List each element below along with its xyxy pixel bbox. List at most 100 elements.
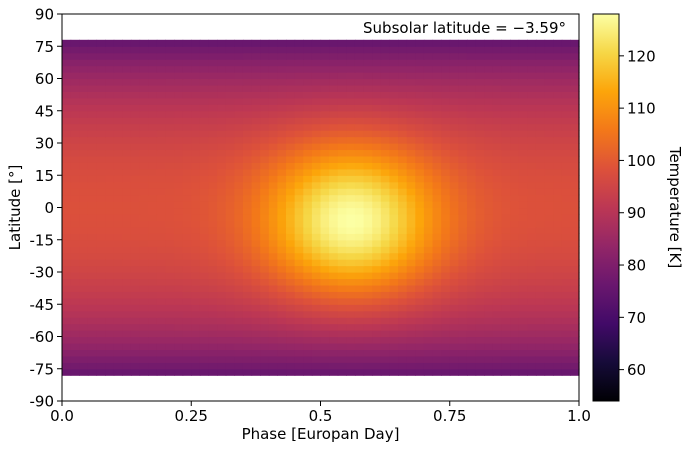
- heatmap-cell: [260, 265, 270, 273]
- heatmap-cell: [191, 336, 201, 344]
- heatmap-cell: [535, 155, 546, 163]
- heatmap-cell: [570, 149, 580, 157]
- heatmap-cell: [268, 84, 279, 92]
- heatmap-cell: [260, 233, 270, 241]
- heatmap-cell: [570, 278, 580, 286]
- heatmap-cell: [501, 213, 511, 221]
- heatmap-cell: [389, 110, 399, 118]
- heatmap-cell: [130, 110, 141, 118]
- heatmap-cell: [148, 162, 158, 170]
- heatmap-cell: [518, 349, 528, 357]
- heatmap-cell: [518, 213, 528, 221]
- heatmap-cell: [466, 259, 477, 267]
- heatmap-cell: [225, 84, 235, 92]
- heatmap-cell: [96, 104, 106, 112]
- heatmap-cell: [329, 65, 339, 73]
- heatmap-cell: [156, 284, 166, 292]
- heatmap-cell: [122, 78, 132, 86]
- colorbar-frame: [592, 13, 620, 402]
- heatmap-cell: [286, 317, 296, 325]
- heatmap-cell: [398, 110, 408, 118]
- heatmap-cell: [398, 342, 408, 350]
- heatmap-cell: [501, 368, 511, 376]
- heatmap-cell: [148, 272, 158, 280]
- heatmap-cell: [242, 207, 253, 215]
- heatmap-cell: [510, 143, 520, 151]
- heatmap-cell: [139, 265, 149, 273]
- heatmap-cell: [277, 97, 287, 105]
- heatmap-cell: [303, 123, 313, 131]
- heatmap-cell: [484, 110, 494, 118]
- heatmap-cell: [208, 59, 218, 67]
- heatmap-cell: [372, 181, 382, 189]
- heatmap-cell: [337, 310, 347, 318]
- heatmap-cell: [561, 272, 571, 280]
- heatmap-cell: [423, 272, 434, 280]
- heatmap-cell: [70, 349, 80, 357]
- heatmap-cell: [449, 252, 459, 260]
- heatmap-cell: [182, 336, 192, 344]
- heatmap-cell: [79, 123, 89, 131]
- heatmap-cell: [165, 355, 175, 363]
- heatmap-cell: [389, 220, 399, 228]
- heatmap-cell: [329, 194, 339, 202]
- heatmap-cell: [303, 201, 313, 209]
- heatmap-cell: [406, 130, 416, 138]
- heatmap-cell: [260, 246, 270, 254]
- heatmap-cell: [466, 175, 477, 183]
- heatmap-cell: [320, 226, 330, 234]
- heatmap-cell: [561, 310, 571, 318]
- heatmap-cell: [354, 220, 365, 228]
- heatmap-cell: [570, 368, 580, 376]
- heatmap-cell: [113, 304, 123, 312]
- heatmap-cell: [372, 136, 382, 144]
- y-tick-label: 0: [44, 199, 54, 217]
- heatmap-cell: [329, 84, 339, 92]
- heatmap-cell: [208, 72, 218, 80]
- heatmap-cell: [286, 330, 296, 338]
- heatmap-cell: [535, 149, 546, 157]
- heatmap-cell: [484, 252, 494, 260]
- heatmap-cell: [96, 207, 106, 215]
- heatmap-cell: [354, 291, 365, 299]
- heatmap-cell: [251, 162, 261, 170]
- heatmap-cell: [441, 39, 451, 47]
- heatmap-cell: [268, 304, 279, 312]
- heatmap-cell: [260, 59, 270, 67]
- heatmap-cell: [535, 123, 546, 131]
- heatmap-cell: [492, 252, 503, 260]
- heatmap-cell: [380, 239, 391, 247]
- heatmap-cell: [346, 168, 356, 176]
- heatmap-cell: [466, 46, 477, 54]
- heatmap-cell: [337, 59, 347, 67]
- heatmap-cell: [113, 155, 123, 163]
- heatmap-cell: [527, 278, 537, 286]
- heatmap-cell: [475, 143, 485, 151]
- heatmap-cell: [286, 168, 296, 176]
- heatmap-cell: [492, 194, 503, 202]
- heatmap-cell: [87, 123, 98, 131]
- heatmap-cell: [156, 220, 166, 228]
- heatmap-cell: [122, 246, 132, 254]
- heatmap-cell: [208, 136, 218, 144]
- heatmap-cell: [544, 278, 554, 286]
- heatmap-cell: [286, 91, 296, 99]
- heatmap-cell: [260, 317, 270, 325]
- heatmap-cell: [191, 310, 201, 318]
- heatmap-cell: [225, 181, 235, 189]
- heatmap-cell: [527, 246, 537, 254]
- heatmap-cell: [294, 84, 304, 92]
- heatmap-cell: [458, 355, 468, 363]
- heatmap-cell: [337, 52, 347, 60]
- heatmap-cell: [303, 246, 313, 254]
- heatmap-cell: [79, 78, 89, 86]
- heatmap-cell: [277, 65, 287, 73]
- heatmap-cell: [337, 207, 347, 215]
- heatmap-cell: [329, 78, 339, 86]
- heatmap-cell: [199, 368, 210, 376]
- heatmap-cell: [148, 181, 158, 189]
- heatmap-cell: [62, 181, 72, 189]
- heatmap-cell: [105, 362, 115, 370]
- heatmap-cell: [79, 259, 89, 267]
- heatmap-cell: [466, 59, 477, 67]
